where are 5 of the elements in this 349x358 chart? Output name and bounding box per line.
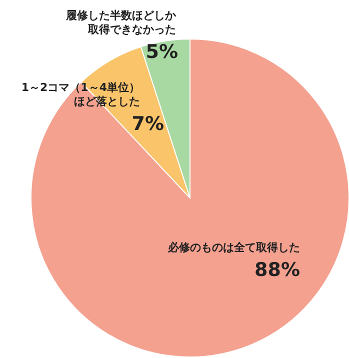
data-label: 88% <box>254 259 300 281</box>
slice-label: 履修した半数ほどしか取得できなかった <box>65 9 177 36</box>
slice-label: 必修のものは全て取得した <box>167 241 300 254</box>
data-label: 7% <box>132 113 164 135</box>
data-label: 5% <box>146 41 178 63</box>
